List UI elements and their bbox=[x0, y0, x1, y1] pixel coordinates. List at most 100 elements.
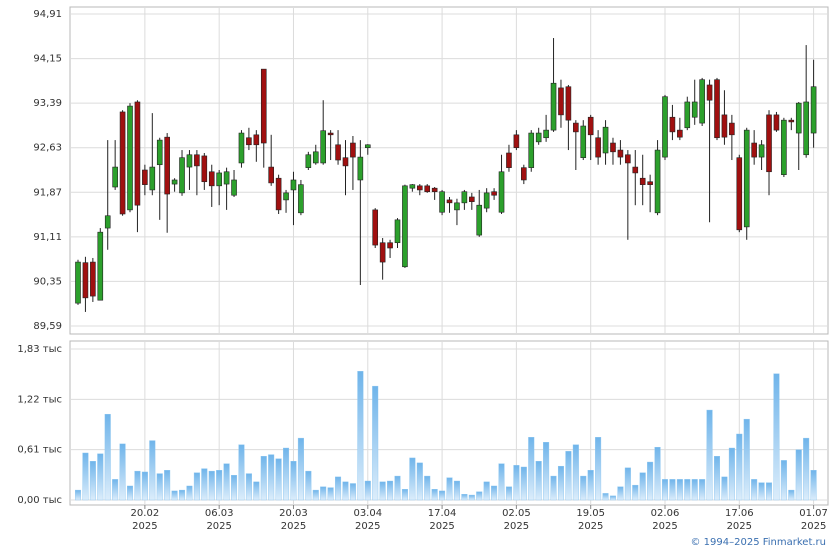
volume-bar bbox=[647, 461, 654, 501]
volume-bar bbox=[691, 479, 698, 501]
candle-body bbox=[729, 122, 735, 136]
y-tick-label: 94,91 bbox=[33, 9, 62, 20]
candle-body bbox=[550, 82, 557, 131]
x-tick-label: 20.02 bbox=[131, 508, 160, 519]
volume-bar bbox=[327, 487, 334, 501]
candle-body bbox=[246, 137, 252, 146]
volume-bar bbox=[253, 481, 260, 501]
volume-bar bbox=[632, 484, 639, 501]
volume-bar bbox=[751, 479, 758, 501]
candle-body bbox=[528, 132, 535, 168]
volume-bar bbox=[758, 482, 765, 501]
x-tick-year: 2025 bbox=[132, 521, 157, 532]
candle-body bbox=[565, 86, 572, 121]
volume-bar bbox=[587, 470, 594, 501]
candle-body bbox=[461, 191, 468, 204]
volume-tick-label: 0,61 тыс bbox=[17, 445, 62, 456]
x-tick-year: 2025 bbox=[281, 521, 306, 532]
candle-body bbox=[394, 219, 401, 244]
volume-bar bbox=[736, 433, 743, 501]
candle-body bbox=[788, 119, 795, 123]
volume-bar bbox=[520, 466, 527, 501]
candle-body bbox=[691, 101, 698, 118]
candle-body bbox=[632, 166, 639, 174]
candle-body bbox=[223, 171, 230, 185]
volume-bar bbox=[810, 470, 817, 501]
volume-bar bbox=[595, 437, 602, 501]
volume-bar bbox=[661, 479, 668, 501]
candle-body bbox=[112, 166, 118, 188]
candle-body bbox=[773, 114, 780, 131]
candle-body bbox=[795, 102, 802, 134]
volume-bar bbox=[216, 470, 223, 501]
candle-body bbox=[469, 196, 475, 202]
candle-body bbox=[706, 84, 713, 101]
candle-body bbox=[305, 154, 312, 168]
candle-body bbox=[104, 215, 111, 229]
volume-bar bbox=[498, 463, 505, 501]
candle-body bbox=[409, 184, 416, 189]
y-tick-label: 92,63 bbox=[33, 143, 62, 154]
volume-bar bbox=[550, 475, 557, 501]
volume-bar bbox=[238, 444, 245, 501]
volume-bar bbox=[268, 454, 275, 501]
candle-body bbox=[639, 177, 646, 185]
candle-body bbox=[290, 179, 297, 191]
volume-bar bbox=[505, 486, 512, 501]
x-tick-year: 2025 bbox=[206, 521, 231, 532]
volume-bar bbox=[134, 470, 141, 501]
candle-body bbox=[446, 199, 453, 204]
candle-body bbox=[335, 144, 341, 161]
x-tick-label: 02.05 bbox=[502, 508, 531, 519]
candle-body bbox=[379, 242, 386, 263]
volume-bar bbox=[208, 470, 215, 501]
volume-bar bbox=[297, 437, 304, 501]
volume-bar bbox=[349, 483, 356, 501]
candle-body bbox=[208, 171, 215, 187]
volume-bar bbox=[706, 409, 713, 501]
x-tick-year: 2025 bbox=[801, 521, 826, 532]
candle-body bbox=[617, 149, 624, 158]
volume-bar bbox=[788, 489, 795, 501]
candle-body bbox=[142, 169, 148, 185]
candle-body bbox=[416, 185, 423, 191]
credit: © 1994–2025 Finmarket.ru bbox=[690, 537, 826, 548]
volume-bar bbox=[283, 447, 290, 501]
candle-body bbox=[654, 149, 661, 214]
candle-body bbox=[721, 114, 728, 138]
x-tick-year: 2025 bbox=[652, 521, 677, 532]
volume-bar bbox=[127, 485, 134, 501]
volume-bar bbox=[543, 442, 550, 501]
candle-body bbox=[439, 191, 445, 213]
volume-bar bbox=[743, 418, 750, 501]
candle-body bbox=[387, 242, 393, 249]
candle-body bbox=[506, 152, 512, 168]
volume-bar bbox=[780, 460, 787, 501]
candle-body bbox=[580, 125, 587, 158]
volume-bar bbox=[617, 486, 624, 501]
volume-bar bbox=[82, 452, 89, 501]
candle-body bbox=[595, 137, 601, 158]
candle-body bbox=[736, 157, 743, 231]
volume-bar bbox=[766, 482, 773, 501]
volume-bar bbox=[104, 413, 111, 501]
candle-body bbox=[558, 87, 564, 116]
y-tick-label: 89,59 bbox=[33, 321, 62, 332]
candle-body bbox=[513, 134, 520, 149]
volume-bar bbox=[773, 373, 780, 501]
volume-bar bbox=[312, 489, 319, 501]
candle-body bbox=[156, 139, 163, 166]
volume-bar bbox=[245, 473, 252, 501]
volume-bar bbox=[112, 479, 119, 501]
volume-frame bbox=[69, 340, 829, 506]
x-tick-label: 19.05 bbox=[576, 508, 605, 519]
volume-bar bbox=[803, 437, 810, 501]
volume-bar bbox=[528, 437, 535, 501]
volume-bar bbox=[372, 385, 379, 501]
x-tick-year: 2025 bbox=[429, 521, 454, 532]
volume-bar bbox=[624, 467, 631, 501]
candle-body bbox=[201, 155, 208, 183]
candle-body bbox=[231, 179, 237, 196]
candle-body bbox=[424, 185, 431, 192]
